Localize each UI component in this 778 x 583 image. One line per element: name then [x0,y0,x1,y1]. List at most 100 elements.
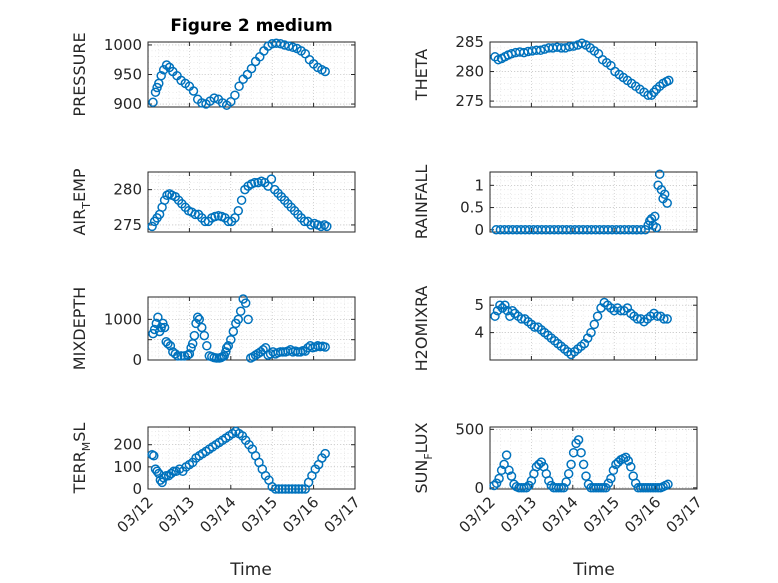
data-point [589,319,600,330]
x-tick-label: 03/15 [580,493,623,536]
data-point [275,39,286,49]
data-point [287,484,297,494]
data-point [246,63,257,74]
data-point [165,341,176,351]
data-point [148,328,158,339]
x-tick-label: 03/13 [497,493,540,536]
data-point [293,484,304,494]
data-point [236,195,247,205]
data-point [573,435,584,445]
data-point [173,351,183,361]
data-point [494,473,504,484]
y-tick-label: 275 [113,216,142,234]
data-point [270,484,281,494]
x-tick-label: 03/15 [238,493,281,536]
data-point [534,459,544,470]
data-point [189,330,200,341]
axes-frame [489,171,698,233]
chart-panel-3: 275 280 AIRTEMP [70,168,356,236]
y-tick-label: 0 [474,479,484,497]
data-point [147,449,157,460]
data-point [608,465,619,476]
y-tick-label: 275 [455,92,484,110]
data-point [322,221,332,232]
y-tick-label: 280 [455,63,484,81]
y-tick-label: 5 [474,296,484,314]
data-point [566,459,576,470]
data-point [506,471,517,481]
data-point [491,478,502,488]
x-axis-label-left: Time [229,560,272,580]
x-tick-label: 03/16 [621,493,664,536]
data-point [226,334,236,345]
y-tick-label: 1000 [104,310,142,328]
y-axis-label: AIRTEMP [70,168,93,235]
y-tick-label: 4 [474,324,484,342]
data-point [153,312,163,323]
data-point [492,305,503,316]
axes-frame [147,426,356,490]
data-point [495,300,505,310]
chart-panel-1: 900 950 1000 PRESSURE Figure 2 medium [70,16,356,117]
data-point [186,343,196,353]
y-tick-label: 1000 [104,36,142,54]
y-tick-label: 900 [113,95,142,113]
data-point [197,322,207,333]
data-point [166,468,176,479]
data-point [233,314,244,325]
data-point [149,324,160,335]
data-point [188,86,199,96]
data-point [284,484,294,494]
data-point [524,480,534,491]
data-point [659,189,670,199]
y-tick-label: 1 [474,176,484,194]
data-point [223,341,234,351]
data-point [159,322,170,333]
data-point [320,342,330,352]
y-tick-label: 0 [132,351,142,369]
data-point [149,451,159,461]
y-tick-label: 0 [132,480,142,498]
y-axis-label: RAINFALL [412,165,431,240]
y-tick-label: 280 [113,181,142,199]
data-point [192,312,203,323]
data-point [235,306,246,316]
axes-frame [147,171,356,233]
data-point [654,169,665,179]
data-point [636,225,646,235]
data-point [536,457,547,467]
data-point [659,314,669,324]
data-point [199,330,210,341]
data-point [279,40,290,50]
y-axis-label: TERRMSL [70,423,93,495]
data-point [243,314,253,325]
data-point [662,314,672,324]
y-tick-label: 950 [113,66,142,84]
data-point [576,447,586,458]
data-point [147,221,157,232]
data-point [320,66,330,77]
chart-panel-5: 0 1000 MIXDEPTH [70,287,356,370]
data-point [601,483,611,493]
y-tick-label: 100 [113,458,142,476]
y-tick-label: 0 [474,221,484,239]
data-point [202,341,212,351]
data-point [320,448,330,459]
data-point [158,473,169,483]
data-point [558,483,569,493]
chart-panel-4: 0 0.5 1 RAINFALL [412,165,698,240]
data-point [288,42,298,53]
data-point [563,469,574,479]
data-point [250,177,260,188]
y-axis-label: SUNFLUX [412,422,435,493]
data-point [159,195,170,205]
data-point [501,450,512,460]
y-tick-label: 500 [455,420,484,438]
data-point [651,222,662,233]
data-point [228,326,239,337]
data-point [664,75,674,86]
data-point [280,484,291,494]
data-point [490,311,500,321]
